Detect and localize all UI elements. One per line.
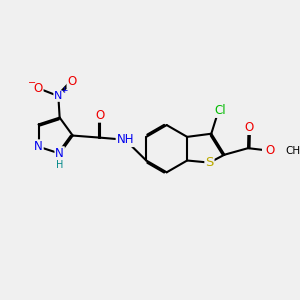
Text: O: O <box>266 144 275 157</box>
Text: N: N <box>34 140 43 153</box>
Text: NH: NH <box>116 133 134 146</box>
Text: O: O <box>96 109 105 122</box>
Text: +: + <box>60 86 68 95</box>
Text: N: N <box>54 91 62 101</box>
Text: −: − <box>28 78 36 88</box>
Text: Cl: Cl <box>214 104 226 117</box>
Text: CH₃: CH₃ <box>285 146 300 156</box>
Text: O: O <box>34 82 43 95</box>
Text: O: O <box>244 121 253 134</box>
Text: H: H <box>56 160 64 170</box>
Text: N: N <box>55 147 64 160</box>
Text: O: O <box>68 75 76 88</box>
Text: S: S <box>205 156 214 169</box>
